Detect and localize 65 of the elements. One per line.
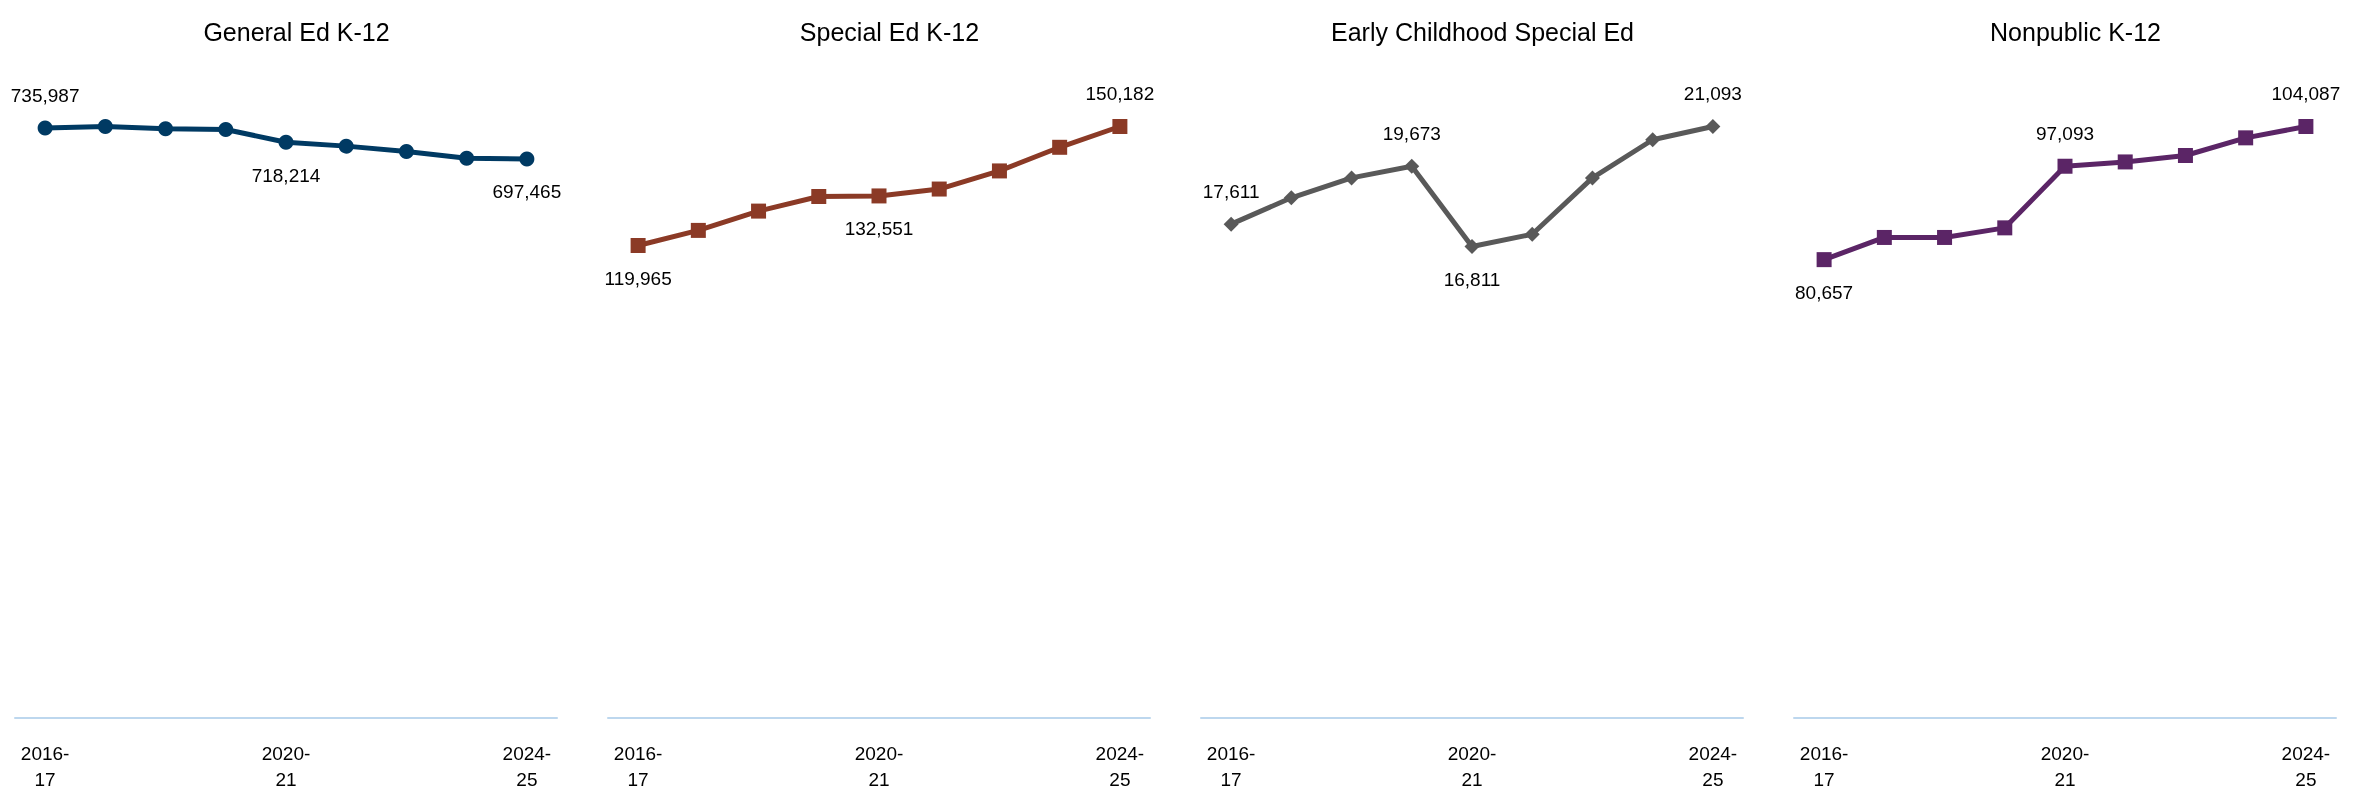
point [1524, 226, 1540, 242]
point [278, 134, 294, 150]
x-tick-label: 2016-17 [1206, 742, 1256, 790]
point [1223, 216, 1239, 232]
x-tick-label: 2020-21 [854, 742, 904, 790]
point [1344, 170, 1360, 186]
chart-title: General Ed K-12 [203, 17, 390, 46]
point [1876, 229, 1892, 245]
point [871, 188, 887, 204]
point [2117, 154, 2133, 170]
data-label: 119,965 [604, 268, 672, 289]
data-label: 97,093 [2035, 122, 2095, 144]
point [1584, 170, 1600, 186]
data-label: 150,182 [1085, 82, 1155, 104]
x-tick-label: 2024-25 [1688, 742, 1738, 790]
point [1705, 118, 1721, 134]
point [2177, 148, 2193, 164]
point [991, 163, 1007, 179]
point [1404, 158, 1420, 174]
data-label: 697,465 [492, 181, 562, 203]
data-label: 735,987 [10, 84, 80, 106]
point [2238, 130, 2254, 146]
x-tick-label: 2016-17 [1799, 742, 1849, 790]
data-label: 718,214 [251, 164, 321, 186]
point [751, 203, 767, 219]
point [2298, 118, 2314, 134]
point [1112, 118, 1128, 134]
data-label: 80,657 [1795, 282, 1854, 304]
point [1283, 190, 1299, 206]
point [338, 138, 354, 154]
data-label: 104,087 [2271, 82, 2341, 104]
data-label: 16,811 [1443, 269, 1501, 291]
x-tick-label: 2016-17 [20, 742, 70, 790]
point [931, 181, 947, 197]
chart-title: Special Ed K-12 [799, 17, 980, 46]
point [37, 120, 53, 136]
point [398, 144, 414, 160]
point [1816, 252, 1832, 268]
point [1464, 239, 1480, 255]
point [519, 151, 535, 167]
point [97, 118, 113, 134]
x-tick-label: 2016-17 [613, 742, 663, 790]
point [158, 121, 174, 137]
point [690, 222, 706, 238]
x-tick-label: 2020-21 [261, 742, 311, 790]
x-tick-label: 2024-25 [2281, 742, 2331, 790]
point [630, 238, 646, 253]
point [459, 150, 475, 166]
point [2057, 158, 2073, 174]
data-label: 19,673 [1382, 122, 1441, 144]
point [811, 189, 827, 205]
point [1997, 220, 2013, 236]
chart-title: Early Childhood Special Ed [1331, 17, 1634, 46]
chart-title: Nonpublic K-12 [1990, 17, 2161, 46]
x-tick-label: 2024-25 [1095, 742, 1145, 790]
data-label: 17,611 [1202, 180, 1260, 202]
point [218, 122, 234, 138]
data-label: 21,093 [1683, 82, 1742, 104]
x-tick-label: 2020-21 [1447, 742, 1497, 790]
x-tick-label: 2024-25 [502, 742, 552, 790]
x-tick-label: 2020-21 [2040, 742, 2090, 790]
data-label: 132,551 [844, 218, 914, 240]
point [1052, 139, 1068, 155]
point [1645, 132, 1661, 148]
point [1937, 229, 1953, 245]
